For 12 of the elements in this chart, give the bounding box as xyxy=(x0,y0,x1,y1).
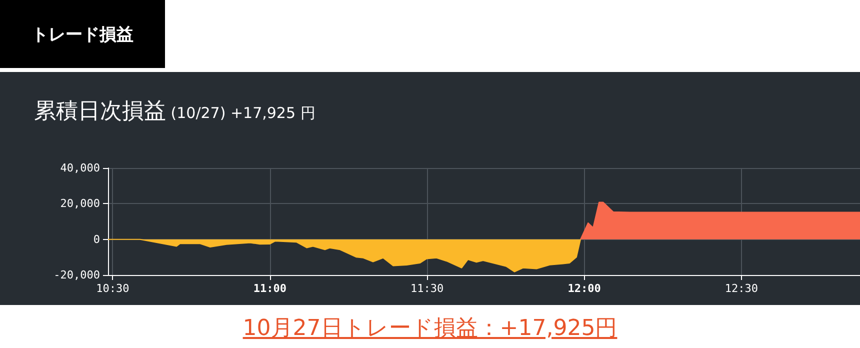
x-tick-label: 12:00 xyxy=(568,282,601,295)
x-tick-label: 11:00 xyxy=(253,282,286,295)
y-tick-label: 0 xyxy=(93,232,100,246)
y-tick-label: 40,000 xyxy=(60,162,100,174)
text: 10月27日トレード損益：+17,925円 xyxy=(242,315,618,343)
x-tick-label: 12:30 xyxy=(724,282,758,295)
y-tick-label: 20,000 xyxy=(60,197,100,210)
chart-subtitle: 累積日次損益 (10/27) +17,925 円 xyxy=(34,98,316,126)
x-tick-label: 11:30 xyxy=(410,282,444,295)
chart-title: トレード損益 xyxy=(0,0,165,68)
y-tick-label: -20,000 xyxy=(54,268,100,282)
x-tick-label: 10:30 xyxy=(96,282,130,295)
